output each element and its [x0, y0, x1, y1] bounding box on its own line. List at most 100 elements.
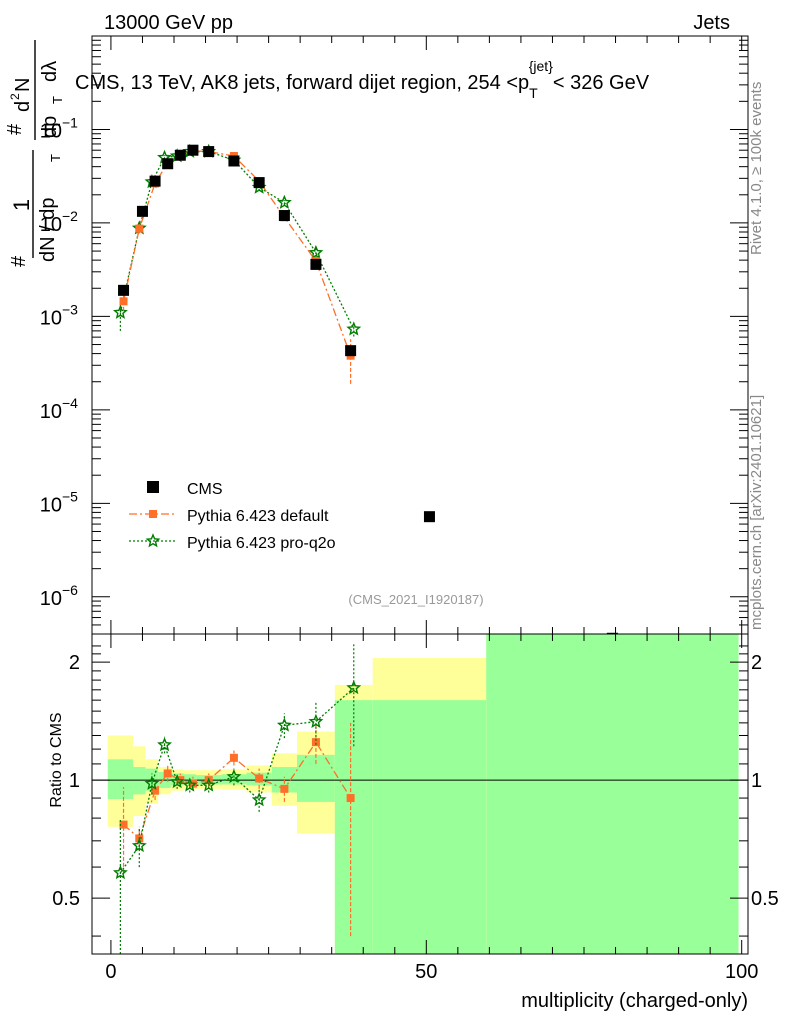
ratio-pythia-pro-q2o-point	[144, 775, 160, 790]
ylabel-dp: dp	[39, 116, 61, 138]
main-y-tick-exponent: −4	[62, 395, 78, 411]
svg-text:CMS, 13 TeV, AK8 jets, forward: CMS, 13 TeV, AK8 jets, forward dijet reg…	[75, 58, 650, 101]
stat-uncertainty-band	[334, 700, 373, 954]
header-energy: 13000 GeV pp	[104, 12, 233, 34]
main-y-tick-label: 10 −4	[40, 395, 78, 423]
main-pythia-default-point	[119, 297, 128, 306]
main-y-tick-base: 10	[40, 494, 62, 516]
ratio-pythia-default-line	[123, 740, 352, 840]
ratio-pythia-pro-q2o-point	[308, 713, 324, 728]
ratio-pythia-pro-q2o-point	[182, 777, 198, 792]
main-y-tick-label: 10 −6	[40, 582, 78, 610]
main-y-tick-label: 10 −5	[40, 488, 78, 516]
main-y-tick-exponent: −3	[62, 301, 78, 317]
main-cms-point	[174, 149, 186, 161]
main-pythia-default-point	[135, 224, 144, 233]
ratio-plot: 0 50 100 0.5 0.5 1 1 2 2	[52, 633, 779, 983]
main-y-tick-exponent: −5	[62, 488, 78, 504]
ylabel-d: d	[12, 101, 34, 112]
main-pythia-pro-q2o-point	[112, 304, 128, 319]
legend-pro-q2o-label: Pythia 6.423 pro-q2o	[187, 535, 336, 552]
ylabel-n: N	[12, 78, 34, 92]
ylabel-dlambda: dλ	[39, 61, 61, 82]
title-text-after: < 326 GeV	[553, 72, 650, 94]
main-pythia-pro-q2o-point	[276, 194, 292, 209]
ylabel-superscript-2: 2	[8, 93, 22, 100]
main-cms-point	[118, 284, 130, 296]
main-cms-series	[118, 144, 618, 644]
rivet-version-label: Rivet 4.1.0, ≥ 100k events	[748, 82, 765, 255]
legend-default-label: Pythia 6.423 default	[187, 508, 329, 525]
main-cms-point	[187, 144, 199, 156]
x-tick-label: 50	[415, 961, 437, 983]
ratio-pythia-pro-q2o-point	[169, 774, 185, 789]
ratio-pythia-default-point	[229, 753, 238, 762]
title-text-sub: T	[529, 85, 538, 101]
main-cms-point	[278, 210, 290, 222]
main-pythia-default-line	[122, 150, 352, 356]
stat-uncertainty-band	[133, 767, 146, 795]
x-axis-label: multiplicity (charged-only)	[521, 990, 748, 1012]
ratio-pythia-default-point	[311, 738, 320, 747]
main-y-tick-base: 10	[40, 588, 62, 610]
main-y-tick-base: 10	[40, 307, 62, 329]
ratio-y-axis-label: Ratio to CMS	[48, 712, 65, 807]
ratio-pythia-pro-q2o-point	[276, 717, 292, 732]
legend: CMS Pythia 6.423 default Pythia 6.423 pro-…	[129, 481, 336, 552]
ratio-pythia-pro-q2o-point	[346, 680, 362, 695]
ratio-pythia-pro-q2o-point	[226, 768, 242, 784]
ratio-pythia-pro-q2o-point	[112, 865, 128, 880]
analysis-watermark: (CMS_2021_I1920187)	[348, 592, 483, 607]
main-cms-point	[228, 155, 240, 167]
main-pythia-pro-q2o-point	[308, 244, 324, 260]
ratio-y-tick-label-left: 0.5	[52, 888, 80, 910]
main-y-tick-exponent: −1	[62, 114, 78, 130]
ratio-pythia-default-point	[151, 786, 160, 795]
ratio-y-tick-label-left: 1	[69, 770, 80, 792]
legend-pro-q2o-marker	[145, 533, 161, 548]
main-cms-point	[162, 158, 174, 170]
legend-default-marker	[149, 510, 157, 518]
header-process: Jets	[693, 12, 730, 34]
ylabel-one: 1	[9, 199, 34, 211]
main-y-tick-base: 10	[40, 120, 62, 142]
ratio-pythia-pro-q2o-point	[251, 792, 267, 807]
ratio-plot-frame	[91, 633, 749, 955]
main-cms-point	[345, 345, 357, 357]
main-cms-point	[423, 511, 435, 523]
main-y-tick-base: 10	[40, 401, 62, 423]
main-cms-point	[203, 146, 215, 158]
ylabel-hash-1: #	[8, 255, 30, 267]
main-cms-point	[253, 177, 265, 189]
stat-uncertainty-band	[486, 634, 739, 954]
ratio-pythia-pro-q2o-point	[201, 777, 217, 792]
ratio-y-tick-label-right: 2	[751, 652, 762, 674]
main-cms-point	[136, 205, 148, 217]
main-y-tick-label: 10 −2	[40, 208, 78, 236]
ratio-pythia-pro-q2o-point	[157, 737, 172, 752]
ratio-y-tick-label-right: 1	[751, 770, 762, 792]
ylabel-hash-2: #	[4, 123, 26, 135]
main-y-tick-label: 10 −1	[40, 114, 78, 142]
stat-uncertainty-band	[372, 700, 487, 954]
main-y-tick-exponent: −6	[62, 582, 78, 598]
main-cms-point	[149, 175, 161, 187]
ratio-y-tick-label-left: 2	[69, 652, 80, 674]
ratio-pythia-pro-q2o-series	[112, 644, 362, 954]
mcplots-reference-label: mcplots.cern.ch [arXiv:2401.10621]	[748, 395, 765, 630]
main-pythia-pro-q2o-point	[346, 321, 362, 336]
main-y-tick-label: 10 −3	[40, 301, 78, 329]
main-y-tick-base: 10	[40, 214, 62, 236]
main-pythia-pro-q2o-series	[112, 143, 362, 337]
main-plot-title: CMS, 13 TeV, AK8 jets, forward dijet reg…	[75, 58, 650, 101]
title-text-sup: {jet}	[529, 58, 553, 74]
legend-cms-marker	[147, 481, 159, 493]
x-tick-label: 100	[725, 961, 758, 983]
uncertainty-bands	[107, 634, 739, 954]
ratio-pythia-default-point	[119, 820, 128, 829]
ratio-y-tick-label-right: 0.5	[751, 888, 779, 910]
x-tick-label: 0	[105, 961, 116, 983]
